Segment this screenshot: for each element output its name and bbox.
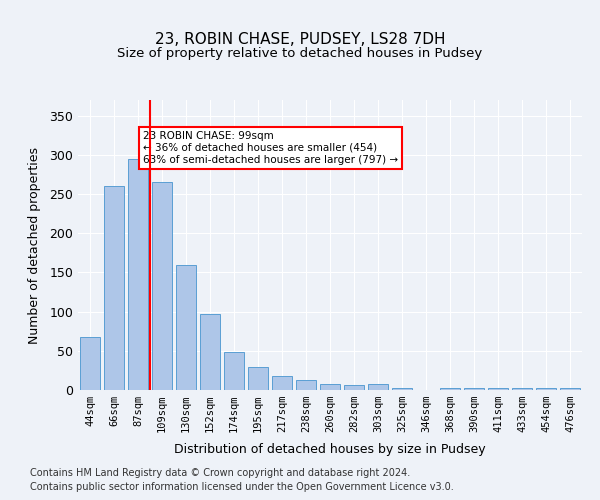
Bar	[440, 388, 460, 390]
Bar	[488, 388, 508, 390]
Text: Contains public sector information licensed under the Open Government Licence v3: Contains public sector information licen…	[30, 482, 454, 492]
Bar	[392, 388, 412, 390]
Bar	[176, 264, 196, 390]
Bar	[560, 388, 580, 390]
Bar	[368, 384, 388, 390]
Bar	[512, 388, 532, 390]
Bar	[224, 352, 244, 390]
Text: Size of property relative to detached houses in Pudsey: Size of property relative to detached ho…	[118, 48, 482, 60]
Bar	[344, 386, 364, 390]
Bar	[248, 368, 268, 390]
Bar	[464, 388, 484, 390]
Bar	[80, 336, 100, 390]
Text: Contains HM Land Registry data © Crown copyright and database right 2024.: Contains HM Land Registry data © Crown c…	[30, 468, 410, 477]
Y-axis label: Number of detached properties: Number of detached properties	[28, 146, 41, 344]
Bar	[200, 314, 220, 390]
Bar	[128, 159, 148, 390]
Bar	[152, 182, 172, 390]
Bar	[536, 388, 556, 390]
Bar	[272, 376, 292, 390]
Bar	[296, 380, 316, 390]
Text: 23 ROBIN CHASE: 99sqm
← 36% of detached houses are smaller (454)
63% of semi-det: 23 ROBIN CHASE: 99sqm ← 36% of detached …	[143, 132, 398, 164]
X-axis label: Distribution of detached houses by size in Pudsey: Distribution of detached houses by size …	[174, 444, 486, 456]
Text: 23, ROBIN CHASE, PUDSEY, LS28 7DH: 23, ROBIN CHASE, PUDSEY, LS28 7DH	[155, 32, 445, 48]
Bar	[320, 384, 340, 390]
Bar	[104, 186, 124, 390]
